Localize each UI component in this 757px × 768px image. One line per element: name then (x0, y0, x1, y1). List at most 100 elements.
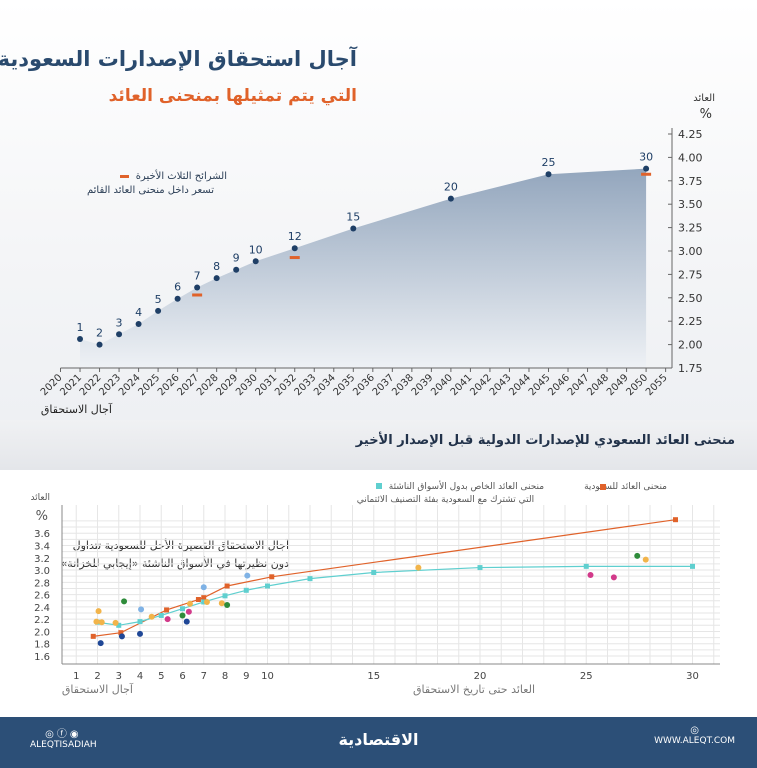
x-tick-label: 2 (94, 671, 100, 682)
top-legend-line1: الشرائح الثلاث الأخيرة (135, 171, 227, 182)
x-tick-label: 10 (261, 671, 274, 682)
x-tick-label: 2033 (293, 372, 319, 398)
peer-point (587, 571, 594, 578)
x-tick-label: 1 (73, 671, 79, 682)
y-tick-label: 3.2 (34, 554, 50, 565)
yield-point (174, 295, 181, 302)
footer-url[interactable]: WWW.ALEQT.COM (654, 736, 735, 746)
y-tick-label: 3.4 (34, 541, 50, 552)
series-point-1 (583, 563, 589, 569)
peer-point (224, 602, 231, 609)
point-label: 1 (77, 321, 84, 334)
point-label: 25 (542, 156, 556, 169)
peer-point (415, 564, 422, 571)
y-tick-label: 1.75 (678, 362, 703, 375)
peer-point (112, 619, 119, 626)
x-tick-label: 2048 (585, 372, 611, 398)
x-tick-label: 2036 (351, 372, 377, 398)
y-tick-label: 4.25 (678, 128, 703, 141)
y-tick-label: 3.75 (678, 175, 703, 188)
peer-point (634, 552, 641, 559)
x-tick-label: 2025 (136, 372, 162, 398)
globe-icon: ◎ (690, 725, 699, 736)
y-tick-label: 3.00 (678, 245, 703, 258)
x-tick-label: 2041 (449, 372, 475, 398)
point-label: 10 (249, 243, 263, 256)
series-line-1 (97, 565, 693, 626)
yield-point (350, 225, 357, 232)
x-tick-label: 2043 (488, 372, 514, 398)
x-tick-label: 15 (367, 671, 380, 682)
peer-point (179, 612, 186, 619)
x-tick-label: 2027 (175, 372, 201, 398)
series-point-1 (477, 565, 483, 571)
point-label: 9 (233, 252, 240, 265)
x-tick-label: 2038 (390, 372, 416, 398)
footer-social: ◎ⓕ◉ ALEQTISADIAH (30, 725, 97, 750)
x-tick-label: 2026 (156, 372, 182, 398)
y-axis-unit: % (36, 509, 48, 524)
peer-point (95, 608, 102, 615)
top-legend-line2: تسعر داخل منحنى العائد القائم (86, 185, 214, 196)
series-point-1 (307, 576, 313, 582)
yield-point (213, 275, 220, 282)
y-tick-label: 2.2 (34, 615, 50, 626)
footer-handle[interactable]: ALEQTISADIAH (30, 740, 97, 750)
x-tick-label: 6 (179, 671, 185, 682)
yield-point (291, 245, 298, 252)
yield-point (447, 195, 454, 202)
x-tick-label: 2030 (234, 372, 260, 398)
yield-point (545, 171, 552, 178)
y-axis-label: العائد (693, 93, 715, 104)
legend-em-label: منحنى العائد الخاص بدول الأسواق الناشئة (388, 482, 545, 492)
peer-point (186, 600, 193, 607)
x-tick-label: 2021 (58, 372, 84, 398)
series-point-1 (116, 622, 122, 628)
y-tick-label: 2.25 (678, 315, 703, 328)
point-label: 6 (174, 281, 181, 294)
series-point-0 (673, 517, 678, 523)
series-point-1 (243, 587, 249, 593)
footer-logo: الاقتصادية (338, 730, 419, 749)
point-label: 5 (155, 293, 162, 306)
peer-point (137, 630, 143, 637)
point-label: 30 (639, 151, 653, 164)
peer-point (93, 618, 100, 625)
y-tick-label: 3.0 (34, 566, 50, 577)
twitter-icon[interactable]: ◉ (69, 729, 82, 740)
peer-point (200, 584, 207, 591)
x-tick-label: 3 (116, 671, 122, 682)
x-tick-label: 2044 (507, 372, 533, 398)
x-tick-label: 7 (201, 671, 207, 682)
peer-point (138, 606, 145, 613)
y-tick-label: 2.4 (34, 603, 50, 614)
y-tick-label: 3.25 (678, 222, 703, 235)
y-tick-label: 4.00 (678, 151, 703, 164)
x-tick-label: 20 (474, 671, 487, 682)
y-axis-unit: % (700, 107, 712, 122)
series-point-1 (201, 599, 207, 605)
x-axis-label: آجال الاستحقاق (62, 682, 134, 696)
bottom-legend: منحنى العائد للسعودية منحنى العائد الخاص… (357, 481, 667, 507)
y-tick-label: 3.6 (34, 529, 50, 540)
legend-saudi: منحنى العائد للسعودية (584, 481, 667, 507)
yield-point (194, 284, 201, 291)
point-label: 8 (213, 260, 220, 273)
peer-point (244, 572, 251, 579)
x-axis-label: آجال الاستحقاق (41, 402, 113, 416)
y-tick-label: 2.0 (34, 627, 50, 638)
instagram-icon[interactable]: ◎ (45, 729, 57, 740)
x-tick-label: 2049 (605, 372, 631, 398)
page-subtitle: التي يتم تمثيلها بمنحنى العائد (108, 86, 357, 106)
yield-point (155, 307, 162, 314)
series-point-0 (201, 595, 207, 601)
peer-point (642, 556, 649, 563)
x-tick-label: 30 (686, 671, 699, 682)
series-line-0 (93, 519, 676, 637)
facebook-icon[interactable]: ⓕ (56, 729, 70, 740)
x-tick-label: 2050 (624, 372, 650, 398)
section-title: منحنى العائد السعودي للإصدارات الدولية ق… (355, 433, 735, 448)
y-tick-label: 2.50 (678, 292, 703, 305)
series-point-1 (137, 619, 143, 625)
series-point-0 (164, 607, 170, 613)
